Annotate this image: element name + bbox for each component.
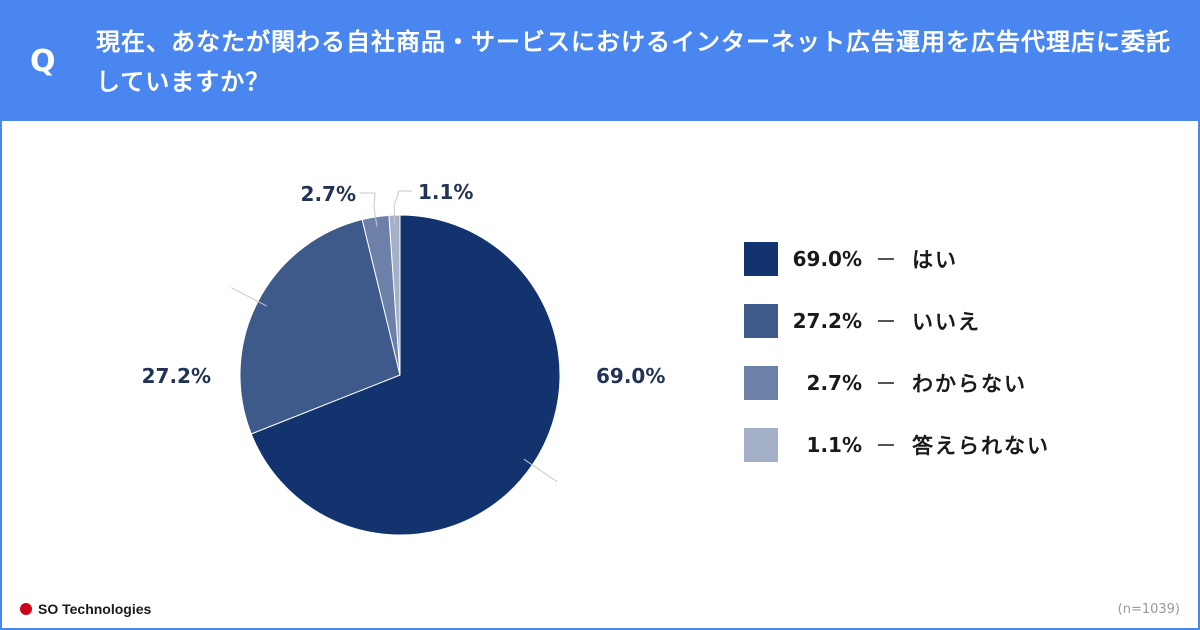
brand-name: SO Technologies: [38, 601, 152, 617]
leader-line-cannot-answer: [393, 190, 412, 226]
legend-label: わからない: [912, 372, 1027, 396]
leader-line-dont-know: [360, 192, 378, 227]
data-label-no: 27.2%: [142, 364, 211, 388]
legend-value: 1.1%: [806, 433, 862, 457]
pie-chart: 69.0% 27.2% 2.7% 1.1%: [142, 180, 666, 536]
data-label-dont-know: 2.7%: [301, 182, 356, 206]
legend-label: はい: [912, 248, 958, 272]
legend-swatch: [744, 366, 778, 400]
pie-slices: [239, 214, 561, 536]
legend-item-yes: 69.0% はい: [744, 242, 1050, 276]
brand-dot-icon: [20, 603, 32, 615]
leader-line-yes: [523, 458, 558, 483]
legend-dash: [878, 258, 894, 260]
brand-logo: SO Technologies: [20, 601, 151, 617]
data-label-cannot-answer: 1.1%: [418, 180, 473, 204]
legend-item-cannot-answer: 1.1% 答えられない: [744, 428, 1050, 462]
question-text: 現在、あなたが関わる自社商品・サービスにおけるインターネット広告運用を広告代理店…: [96, 28, 1171, 96]
legend-value: 2.7%: [806, 371, 862, 395]
leader-line-no: [231, 287, 268, 307]
q-mark: Q: [30, 44, 56, 79]
legend-dash: [878, 382, 894, 384]
data-label-yes: 69.0%: [596, 364, 665, 388]
question-header: Q 現在、あなたが関わる自社商品・サービスにおけるインターネット広告運用を広告代…: [0, 0, 1200, 121]
legend-swatch: [744, 304, 778, 338]
legend-swatch: [744, 428, 778, 462]
pie-data-labels: 69.0% 27.2% 2.7% 1.1%: [142, 180, 666, 388]
legend-dash: [878, 444, 894, 446]
legend-swatch: [744, 242, 778, 276]
sample-size: (n=1039): [1117, 602, 1180, 617]
legend-item-no: 27.2% いいえ: [744, 304, 1050, 338]
legend-label: 答えられない: [912, 434, 1050, 458]
legend-value: 69.0%: [792, 247, 862, 271]
legend-item-dont-know: 2.7% わからない: [744, 366, 1050, 400]
legend-dash: [878, 320, 894, 322]
pie-leader-lines: [231, 190, 558, 483]
legend-label: いいえ: [912, 310, 981, 334]
legend-value: 27.2%: [792, 309, 862, 333]
chart-legend: 69.0% はい 27.2% いいえ 2.7% わからない 1.1% 答えられな…: [744, 242, 1050, 490]
